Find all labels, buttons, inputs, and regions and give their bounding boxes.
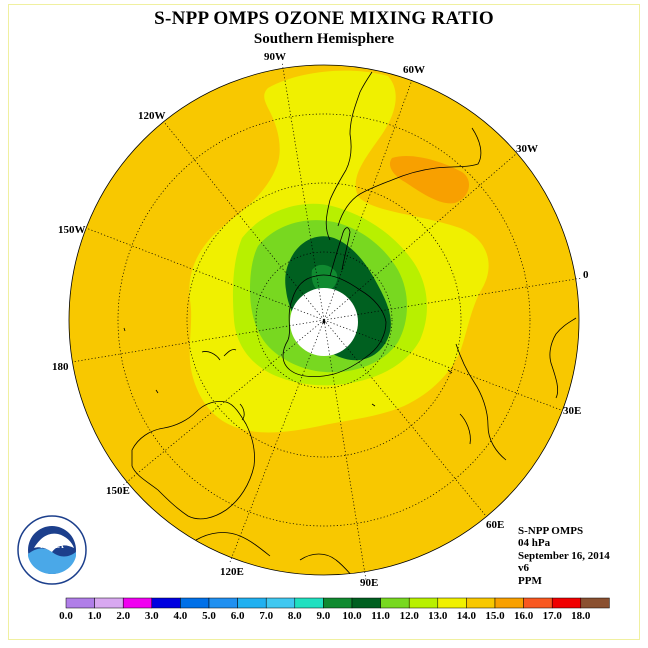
noaa-logo: NOAA [17,515,87,585]
colorbar-swatch [437,597,467,609]
colorbar-tick-label: 15.0 [485,610,505,622]
colorbar-swatch [294,597,324,609]
colorbar-tick-label: 5.0 [202,610,216,622]
graticule [71,61,583,581]
figure-frame [8,4,640,640]
colorbar-swatch [65,597,95,609]
colorbar-swatch [466,597,496,609]
lon-label-30e: 30E [563,405,581,417]
coastlines [123,71,577,575]
info-instrument: S-NPP OMPS [518,525,584,537]
colorbar-swatch [265,597,296,609]
lon-label-90w: 90W [264,51,286,63]
meridian-0 [323,277,583,321]
colorbar-tick-label: 11.0 [371,610,390,622]
colorbar: 0.0 1.0 2.0 3.0 4.0 5.0 6.0 7.0 8.0 9.0 10.0 11.0 12… [59,597,610,622]
colorbar-swatch [122,597,153,609]
colorbar-swatch [380,597,410,609]
colorbar-tick-label: 1.0 [88,610,102,622]
meridian-30e [323,319,562,411]
colorbar-swatch [494,597,524,609]
colorbar-tick-label: 6.0 [231,610,245,622]
colorbar-swatch [408,597,439,609]
colorbar-swatch [351,597,381,609]
colorbar-swatch [180,597,210,609]
logo-bird [34,533,74,552]
colorbar-swatch [523,597,553,609]
longitude-labels: 0 30E 60E 90E 120E 150E 180 150W 120W 90… [52,51,589,589]
meridian-150e [121,319,325,487]
colorbar-swatch [323,597,353,609]
colorbar-swatch [94,597,124,609]
colorbar-swatch [580,597,610,609]
lon-label-150e: 150E [106,485,130,497]
info-version: v6 [518,562,529,575]
map-boundary [68,64,580,576]
lat-circle-70s [255,251,393,389]
contour-14-15 [389,155,470,204]
colorbar-swatch [208,597,238,609]
colorbar-swatch [151,597,181,609]
colorbar-tick-label: 4.0 [174,610,188,622]
colorbar-tick-label: 7.0 [259,610,273,622]
lon-label-30w: 30W [516,143,538,155]
meridian-120e [229,319,325,563]
lon-label-60w: 60W [403,64,425,76]
colorbar-tick-label: 0.0 [59,610,73,622]
chart-subtitle: Southern Hemisphere [253,31,395,47]
colorbar-tick-label: 17.0 [543,610,563,622]
info-level: 04 hPa [518,537,551,550]
lon-label-150w: 150W [58,224,86,236]
lon-label-0: 0 [583,269,589,281]
colorbar-tick-label: 12.0 [400,610,420,622]
info-date: September 16, 2014 [518,549,610,562]
colorbar-tick-label: 18.0 [571,610,591,622]
colorbar-tick-label: 16.0 [514,610,534,622]
colorbar-tick-label: 10.0 [342,610,362,622]
lon-label-60e: 60E [486,519,504,531]
meridian-90w [281,61,325,321]
lat-circle-50s [186,182,462,458]
colorbar-tick-label: 3.0 [145,610,159,622]
colorbar-swatch [237,597,267,609]
colorbar-swatch [551,597,582,609]
info-units: PPM [518,574,542,587]
lon-label-180: 180 [52,361,69,373]
info-block: S-NPP OMPS 04 hPa September 16, 2014 v6 … [518,525,610,587]
lon-label-120e: 120E [220,566,244,578]
colorbar-tick-label: 14.0 [457,610,477,622]
logo-wave [28,548,76,574]
logo-name: NOAA [40,541,64,550]
colorbar-tick-label: 9.0 [317,610,331,622]
colorbar-tick-label: 2.0 [116,610,130,622]
lon-label-90e: 90E [360,577,378,589]
meridian-60e [323,319,487,517]
lat-circle-30s [117,113,531,527]
ozone-field [69,65,579,575]
south-pole-dot [322,320,326,324]
chart-title: S-NPP OMPS OZONE MIXING RATIO [154,8,494,29]
meridian-30w [323,153,517,321]
colorbar-tick-label: 8.0 [288,610,302,622]
lon-label-120w: 120W [138,110,166,122]
colorbar-tick-label: 13.0 [428,610,448,622]
